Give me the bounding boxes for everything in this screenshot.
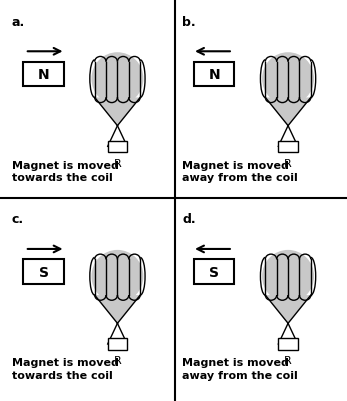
Polygon shape: [95, 295, 140, 324]
Bar: [108, 338, 127, 350]
Text: S: S: [39, 265, 49, 279]
Bar: [278, 141, 298, 153]
Bar: [278, 338, 298, 350]
Bar: [108, 141, 127, 153]
Bar: [194, 260, 235, 284]
Text: S: S: [209, 265, 219, 279]
Bar: [23, 63, 64, 87]
Text: Magnet is moved
towards the coil: Magnet is moved towards the coil: [12, 357, 119, 380]
Bar: [194, 63, 235, 87]
Ellipse shape: [92, 53, 143, 106]
Text: b.: b.: [183, 16, 196, 28]
Text: a.: a.: [12, 16, 25, 28]
Bar: [23, 260, 64, 284]
Text: R: R: [284, 355, 292, 365]
Ellipse shape: [262, 53, 314, 106]
Text: N: N: [208, 68, 220, 82]
Ellipse shape: [92, 250, 143, 303]
Text: R: R: [113, 355, 121, 365]
Text: Magnet is moved
away from the coil: Magnet is moved away from the coil: [183, 357, 298, 380]
Polygon shape: [95, 98, 140, 126]
Text: Magnet is moved
towards the coil: Magnet is moved towards the coil: [12, 160, 119, 182]
Text: Magnet is moved
away from the coil: Magnet is moved away from the coil: [183, 160, 298, 182]
Text: N: N: [38, 68, 49, 82]
Polygon shape: [265, 98, 311, 126]
Text: R: R: [113, 158, 121, 168]
Text: c.: c.: [12, 213, 24, 226]
Text: R: R: [284, 158, 292, 168]
Text: d.: d.: [183, 213, 196, 226]
Ellipse shape: [262, 250, 314, 303]
Polygon shape: [265, 295, 311, 324]
